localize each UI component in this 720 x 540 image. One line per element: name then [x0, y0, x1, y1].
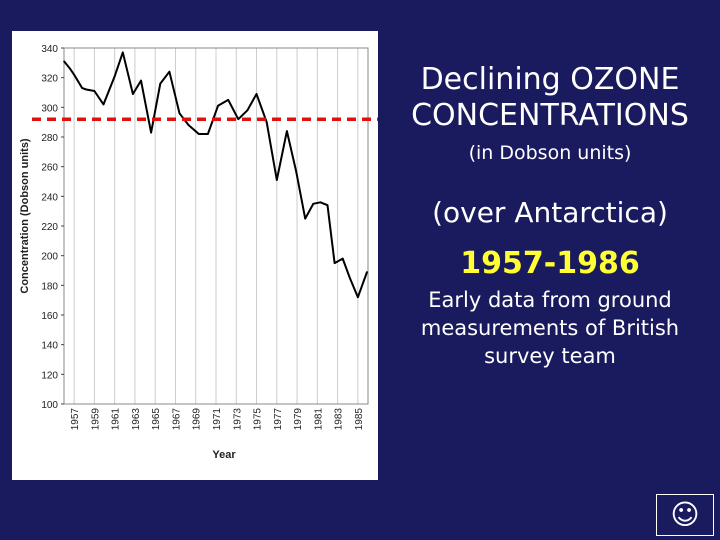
- data-point: [333, 262, 336, 264]
- data-point: [102, 103, 105, 106]
- y-tick-label: 340: [41, 44, 58, 55]
- x-tick-label: 1963: [131, 408, 142, 431]
- y-tick-label: 320: [41, 74, 58, 85]
- chart-panel: 340 320 300 280 260 240 220 200 180 160 140 120 100 1…: [12, 31, 378, 480]
- y-tick-label: 160: [41, 311, 58, 322]
- x-tick-label: 1965: [151, 408, 162, 431]
- data-point: [295, 170, 297, 172]
- data-point: [69, 67, 71, 70]
- data-point: [93, 90, 96, 92]
- x-tick-label: 1969: [192, 408, 203, 431]
- x-tick-label: 1971: [212, 408, 223, 431]
- region-label: (over Antarctica): [432, 196, 668, 229]
- x-tick-label: 1959: [90, 408, 101, 431]
- x-tick-label: 1957: [70, 408, 81, 431]
- data-point: [357, 296, 359, 299]
- x-tick-label: 1979: [293, 408, 304, 431]
- data-point: [178, 112, 181, 115]
- y-tick-label: 180: [41, 281, 58, 292]
- x-tick-label: 1967: [171, 408, 182, 431]
- data-point: [319, 201, 322, 204]
- y-tick-label: 120: [41, 370, 58, 381]
- data-point: [276, 179, 278, 181]
- data-point: [255, 93, 258, 95]
- data-point: [326, 204, 329, 207]
- data-point: [113, 75, 116, 77]
- data-point: [217, 105, 219, 107]
- data-point: [312, 202, 315, 205]
- year-range: 1957-1986: [460, 246, 640, 281]
- x-tick-label: 1961: [111, 408, 122, 431]
- y-tick-label: 220: [41, 222, 58, 233]
- data-point: [159, 82, 162, 85]
- data-point: [348, 277, 351, 279]
- y-tick-label: 280: [41, 133, 58, 144]
- data-point: [304, 217, 306, 220]
- y-tick-label: 140: [41, 341, 58, 352]
- x-tick-label: 1975: [253, 408, 264, 431]
- smiley-face-icon[interactable]: ☺: [656, 494, 714, 536]
- data-source-note: Early data from ground measurements of B…: [420, 288, 680, 368]
- data-point: [81, 87, 84, 89]
- x-tick-label: 1983: [334, 408, 345, 431]
- y-axis-title: Concentration (Dobson units): [19, 138, 31, 294]
- x-tick-label: 1977: [273, 408, 284, 431]
- ozone-line-chart: 340 320 300 280 260 240 220 200 180 160 140 120 100 1…: [19, 44, 378, 461]
- data-point: [121, 51, 124, 54]
- data-point: [207, 133, 209, 135]
- data-point: [140, 79, 142, 82]
- slide-subtitle: (in Dobson units): [468, 142, 632, 164]
- y-tick-label: 200: [41, 252, 58, 263]
- data-point: [197, 133, 200, 135]
- x-tick-label: 1973: [232, 408, 243, 431]
- data-point: [366, 271, 368, 273]
- data-point: [265, 121, 268, 123]
- data-point: [168, 70, 171, 73]
- data-point: [63, 60, 65, 63]
- data-point: [237, 118, 240, 120]
- data-point: [187, 124, 190, 126]
- slide-title: Declining OZONE CONCENTRATIONS: [411, 62, 689, 133]
- y-tick-label: 100: [41, 400, 58, 411]
- y-tick-label: 260: [41, 163, 58, 174]
- data-point: [73, 73, 75, 76]
- data-point: [246, 109, 249, 112]
- data-point: [227, 99, 229, 101]
- data-point: [286, 130, 288, 132]
- y-tick-label: 240: [41, 192, 58, 203]
- data-point: [150, 131, 152, 134]
- data-point: [85, 88, 88, 91]
- data-point: [132, 93, 134, 95]
- x-axis-title: Year: [212, 449, 236, 461]
- x-tick-label: 1981: [313, 408, 324, 431]
- data-point: [341, 257, 344, 260]
- y-tick-label: 300: [41, 103, 58, 114]
- x-tick-label: 1985: [354, 408, 365, 431]
